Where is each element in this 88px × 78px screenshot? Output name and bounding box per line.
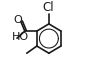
Text: HO: HO — [12, 32, 29, 42]
Text: O: O — [13, 15, 22, 25]
Text: Cl: Cl — [42, 1, 54, 14]
